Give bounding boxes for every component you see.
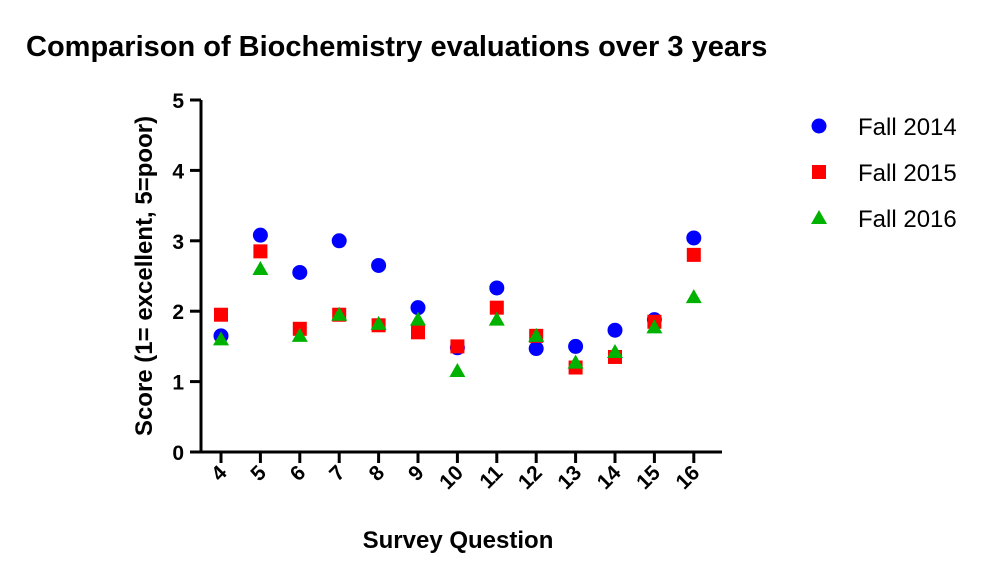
- x-tick-label: 15: [632, 461, 665, 494]
- x-tick-label: 5: [246, 461, 271, 486]
- y-axis-label: Score (1= excellent, 5=poor): [131, 116, 158, 436]
- point-fall-2016-q14: [607, 344, 623, 359]
- x-tick-label: 7: [325, 461, 350, 486]
- y-tick-label: 3: [172, 231, 184, 254]
- point-fall-2016-q11: [488, 311, 505, 326]
- y-axis-ticks: 0 1 2 3 4 5: [172, 90, 201, 465]
- legend-label-fall-2016: Fall 2016: [858, 206, 957, 233]
- y-tick-label: 2: [172, 301, 184, 324]
- point-fall-2014-q7: [331, 233, 347, 249]
- x-tick-label: 8: [365, 461, 390, 486]
- point-fall-2015-q10: [450, 339, 465, 354]
- point-fall-2016-q16: [685, 289, 702, 304]
- point-fall-2014-q13: [568, 338, 584, 354]
- x-axis-ticks: 4 5 6 7 8 9 10 11 12 13 14 15 16: [207, 452, 704, 494]
- point-fall-2014-q6: [292, 264, 308, 280]
- legend: Fall 2014 Fall 2015 Fall 2016: [811, 114, 957, 233]
- x-axis-label: Survey Question: [363, 527, 554, 554]
- y-tick-label: 5: [172, 90, 184, 113]
- point-fall-2016-q15: [646, 319, 663, 334]
- x-tick-label: 16: [672, 461, 705, 494]
- x-tick-label: 4: [207, 461, 232, 486]
- point-fall-2015-q4: [214, 307, 228, 322]
- y-tick-label: 4: [172, 160, 184, 183]
- point-fall-2015-q11: [489, 300, 504, 315]
- x-tick-label: 10: [435, 461, 468, 494]
- point-fall-2016-q12: [528, 327, 545, 342]
- point-fall-2014-q16: [686, 230, 702, 246]
- x-tick-label: 9: [404, 461, 429, 486]
- chart-title: Comparison of Biochemistry evaluations o…: [26, 31, 767, 63]
- legend-marker-fall-2016: [811, 210, 827, 224]
- point-fall-2015-q5: [253, 244, 268, 259]
- x-tick-label: 13: [553, 461, 586, 494]
- legend-marker-fall-2014: [811, 118, 827, 134]
- x-tick-label: 14: [593, 461, 626, 494]
- x-tick-label: 11: [475, 461, 507, 493]
- point-fall-2014-q9: [410, 300, 426, 316]
- point-fall-2016-q8: [370, 315, 387, 330]
- data-points: [213, 227, 702, 378]
- point-fall-2014-q14: [607, 322, 623, 338]
- point-fall-2014-q11: [489, 280, 505, 296]
- x-tick-label: 12: [514, 461, 547, 494]
- legend-label-fall-2015: Fall 2015: [858, 160, 957, 187]
- point-fall-2016-q10: [449, 363, 466, 378]
- point-fall-2016-q7: [331, 306, 348, 321]
- legend-marker-fall-2015: [812, 165, 826, 179]
- point-fall-2015-q9: [411, 325, 425, 340]
- point-fall-2015-q16: [686, 247, 701, 262]
- point-fall-2016-q13: [567, 354, 584, 369]
- point-fall-2016-q4: [213, 331, 229, 346]
- point-fall-2016-q6: [291, 327, 308, 342]
- y-tick-label: 1: [172, 372, 184, 395]
- point-fall-2014-q12: [528, 341, 544, 357]
- point-fall-2014-q5: [252, 227, 268, 243]
- x-tick-label: 6: [286, 461, 311, 486]
- point-fall-2016-q9: [410, 311, 426, 326]
- point-fall-2014-q8: [371, 257, 387, 273]
- point-fall-2016-q5: [252, 260, 269, 275]
- y-tick-label: 0: [172, 442, 184, 465]
- legend-label-fall-2014: Fall 2014: [858, 114, 957, 141]
